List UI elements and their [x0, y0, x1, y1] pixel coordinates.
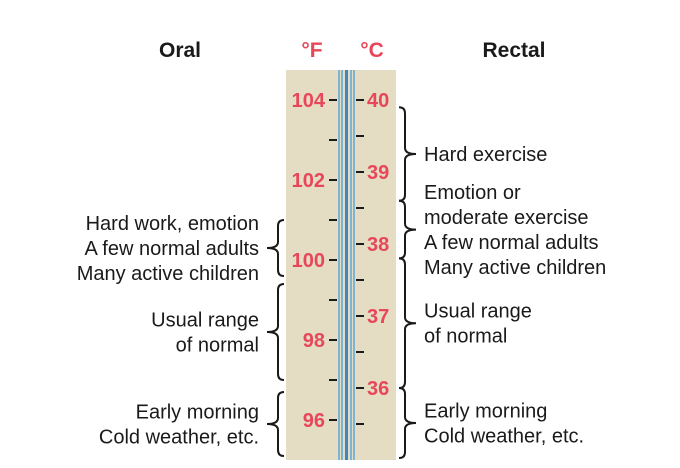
rectal-range-label: moderate exercise — [424, 207, 589, 229]
celsius-label: 38 — [367, 234, 389, 256]
oral-range-label: Usual range — [151, 310, 259, 332]
oral-range-label: Early morning — [136, 402, 259, 424]
fahrenheit-label: 98 — [303, 330, 325, 352]
rectal-range-label: Usual range — [424, 301, 532, 323]
oral-range-label: of normal — [176, 335, 259, 357]
rectal-range-label: A few normal adults — [424, 232, 599, 254]
celsius-label: 36 — [367, 378, 389, 400]
rectal-range-label: Emotion or — [424, 182, 521, 204]
rectal-range-label: Many active children — [424, 257, 606, 279]
fahrenheit-unit: °F — [301, 39, 322, 62]
rectal-range-label: Hard exercise — [424, 144, 547, 166]
fahrenheit-label: 100 — [292, 250, 325, 272]
oral-header: Oral — [159, 39, 201, 62]
oral-range-brace — [266, 283, 285, 381]
oral-range-label: Many active children — [77, 263, 259, 285]
celsius-label: 39 — [367, 162, 389, 184]
oral-range-label: Hard work, emotion — [86, 213, 259, 235]
rectal-range-brace — [398, 106, 417, 202]
celsius-label: 37 — [367, 306, 389, 328]
rectal-range-label: Early morning — [424, 401, 547, 423]
oral-range-label: Cold weather, etc. — [99, 427, 259, 449]
oral-range-label: A few normal adults — [84, 238, 259, 260]
celsius-label: 40 — [367, 90, 389, 112]
rectal-range-brace — [398, 387, 417, 459]
rectal-header: Rectal — [482, 39, 545, 62]
thermometer-tube — [338, 70, 355, 460]
fahrenheit-label: 104 — [292, 90, 326, 112]
fahrenheit-label: 96 — [303, 410, 325, 432]
oral-range-brace — [266, 391, 285, 457]
rectal-range-brace — [398, 257, 417, 389]
rectal-range-label: of normal — [424, 326, 507, 348]
fahrenheit-label: 102 — [292, 170, 325, 192]
celsius-unit: °C — [360, 39, 384, 62]
oral-range-brace — [266, 219, 285, 277]
rectal-range-label: Cold weather, etc. — [424, 426, 584, 448]
rectal-range-brace — [398, 199, 417, 260]
